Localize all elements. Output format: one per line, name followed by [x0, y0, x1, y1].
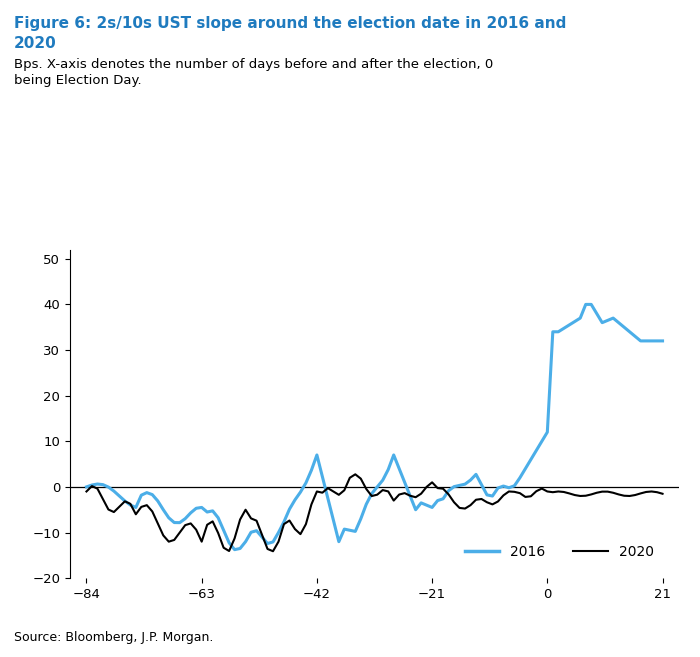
2016 [83, 483, 91, 491]
2020 [658, 490, 666, 498]
Line: 2016: 2016 [87, 304, 662, 550]
Line: 2020: 2020 [87, 474, 662, 551]
2016 [658, 337, 666, 345]
Text: Figure 6: 2s/10s UST slope around the election date in 2016 and: Figure 6: 2s/10s UST slope around the el… [14, 16, 566, 32]
2016 [422, 501, 430, 509]
2020 [592, 489, 601, 497]
2020 [99, 495, 107, 503]
2020 [433, 484, 442, 492]
Text: 2020: 2020 [14, 36, 57, 51]
2016 [592, 309, 601, 317]
2020 [489, 501, 497, 509]
2016 [99, 481, 107, 489]
Legend: 2016, 2020: 2016, 2020 [459, 539, 660, 564]
2020 [269, 547, 277, 555]
2016 [428, 503, 436, 511]
2016 [483, 491, 491, 499]
2016 [461, 480, 469, 488]
2020 [466, 501, 475, 509]
Text: Bps. X-axis denotes the number of days before and after the election, 0: Bps. X-axis denotes the number of days b… [14, 58, 493, 71]
Text: Source: Bloomberg, J.P. Morgan.: Source: Bloomberg, J.P. Morgan. [14, 631, 213, 644]
Text: being Election Day.: being Election Day. [14, 74, 141, 87]
2020 [83, 487, 91, 495]
2016 [230, 546, 239, 554]
2020 [428, 478, 436, 486]
2016 [582, 300, 590, 308]
2020 [351, 470, 360, 478]
